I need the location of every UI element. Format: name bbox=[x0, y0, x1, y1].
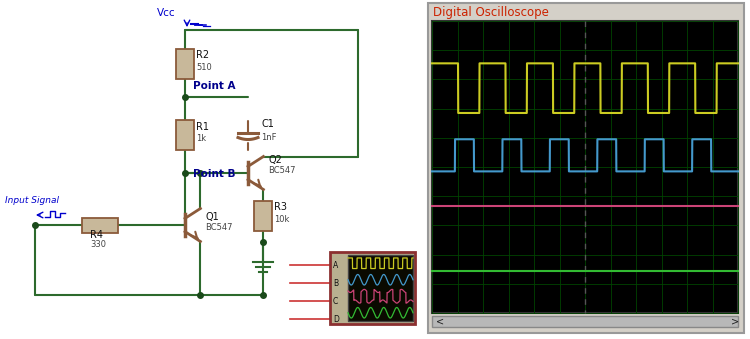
Text: C: C bbox=[333, 297, 338, 305]
Text: Q2: Q2 bbox=[268, 155, 282, 165]
Text: R2: R2 bbox=[196, 51, 209, 60]
Bar bbox=[330, 252, 415, 324]
Text: BC547: BC547 bbox=[206, 223, 233, 232]
Text: ⊕: ⊕ bbox=[376, 251, 388, 265]
Text: Point A: Point A bbox=[193, 81, 236, 91]
Text: R3: R3 bbox=[274, 202, 287, 213]
Text: 10k: 10k bbox=[274, 215, 290, 223]
Text: Point B: Point B bbox=[193, 169, 236, 179]
Text: C1: C1 bbox=[261, 119, 274, 129]
Text: R4: R4 bbox=[90, 230, 103, 240]
Text: Vcc: Vcc bbox=[157, 8, 176, 18]
Text: <: < bbox=[436, 317, 444, 326]
Text: A: A bbox=[333, 260, 338, 270]
Bar bbox=[176, 120, 194, 150]
Bar bbox=[428, 3, 744, 333]
Text: Input Signal: Input Signal bbox=[5, 196, 59, 205]
Text: Digital Oscilloscope: Digital Oscilloscope bbox=[433, 6, 549, 19]
Text: R1: R1 bbox=[196, 122, 209, 132]
Text: >: > bbox=[731, 317, 739, 326]
Bar bbox=[82, 218, 118, 233]
Text: 330: 330 bbox=[90, 240, 106, 249]
Text: Q1: Q1 bbox=[206, 212, 219, 222]
Bar bbox=[348, 255, 413, 321]
Bar bbox=[254, 200, 272, 231]
Text: 1nF: 1nF bbox=[261, 133, 277, 142]
Text: BC547: BC547 bbox=[268, 166, 296, 175]
Bar bbox=[176, 48, 194, 79]
Bar bbox=[432, 21, 738, 313]
Text: D: D bbox=[333, 315, 339, 323]
Bar bbox=[432, 316, 738, 327]
Text: 510: 510 bbox=[196, 62, 211, 72]
Text: B: B bbox=[333, 279, 338, 287]
Text: 1k: 1k bbox=[196, 134, 206, 143]
